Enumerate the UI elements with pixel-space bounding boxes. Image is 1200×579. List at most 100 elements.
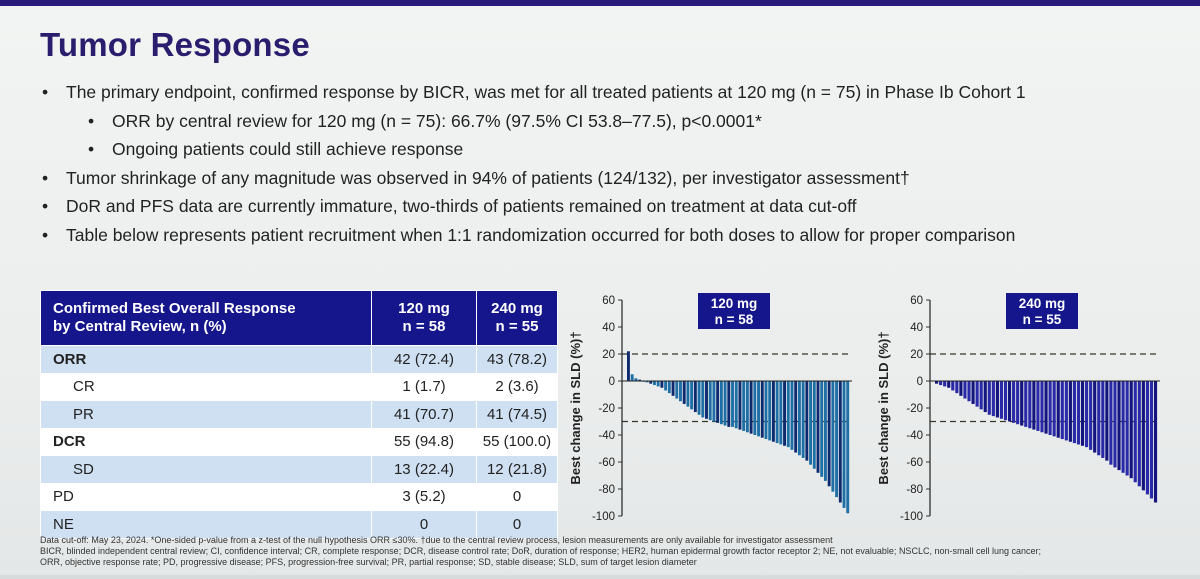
bar [705, 381, 708, 419]
footnote-line: BICR, blinded independent central review… [40, 546, 1041, 556]
header-label-line: by Central Review, n (%) [53, 318, 227, 335]
bar [1113, 381, 1117, 468]
bar [1109, 381, 1113, 465]
header-label-line: Confirmed Best Overall Response [53, 300, 296, 317]
y-tick-label: 20 [602, 349, 615, 361]
y-tick-label: -20 [906, 403, 923, 415]
header-n: n = 55 [495, 318, 539, 335]
cell-240mg: 2 (3.6) [476, 372, 558, 401]
bar [708, 381, 712, 421]
bar [835, 381, 839, 498]
bar [939, 381, 943, 386]
cell-240mg: 0 [476, 510, 558, 539]
bar [693, 381, 697, 413]
cell-120mg: 41 (70.7) [371, 400, 477, 429]
bar [999, 381, 1004, 419]
bar [991, 381, 995, 417]
bar [1093, 381, 1097, 453]
y-tick-label: 0 [917, 376, 923, 388]
cell-240mg: 43 (78.2) [476, 345, 558, 374]
row-label: DCR [40, 427, 372, 456]
bar [701, 381, 705, 418]
bar [1089, 381, 1093, 450]
y-tick-label: -100 [900, 511, 923, 523]
bar [760, 381, 764, 438]
bar [638, 379, 642, 381]
bar [1153, 381, 1158, 503]
sub-bullet-item: ORR by central review for 120 mg (n = 75… [40, 107, 1190, 136]
waterfall-chart-120mg: Best change in SLD (%)† 60 40 20 0 -20 -40 -60 -… [568, 293, 852, 523]
bar [943, 381, 947, 387]
bar [783, 381, 786, 446]
bar [653, 381, 656, 386]
bar [1060, 381, 1064, 440]
bar [1101, 381, 1105, 458]
bar [1105, 381, 1109, 461]
row-label: ORR [40, 345, 372, 374]
bar [1072, 381, 1077, 444]
bullet-list: The primary endpoint, confirmed response… [40, 78, 1190, 249]
bar [1040, 381, 1044, 433]
table-row: SD 13 (22.4) 12 (21.8) [40, 455, 558, 484]
table-row: PD 3 (5.2) 0 [40, 482, 558, 511]
bar [745, 381, 749, 433]
bar [634, 378, 638, 381]
bar [753, 381, 757, 435]
slide: Tumor Response The primary endpoint, con… [0, 6, 1200, 579]
bar [1133, 381, 1137, 483]
bar [831, 381, 835, 492]
bar [723, 381, 727, 426]
bar [790, 381, 794, 450]
bar [1024, 381, 1028, 427]
cell-120mg: 1 (1.7) [371, 372, 477, 401]
chart-title: 120 mg [711, 296, 758, 311]
header-n: n = 58 [402, 318, 446, 335]
bar [630, 374, 634, 381]
bar [1044, 381, 1048, 434]
y-tick-label: -100 [592, 511, 615, 523]
bar [805, 381, 809, 461]
bar [671, 381, 675, 396]
bar [955, 381, 959, 394]
bar [1036, 381, 1040, 431]
chart-title-box [698, 293, 770, 329]
bar [786, 381, 790, 448]
bar [749, 381, 753, 434]
cell-240mg: 12 (21.8) [476, 455, 558, 484]
bar [959, 381, 963, 396]
row-label: CR [40, 372, 372, 401]
bar [1121, 381, 1125, 473]
bar [660, 381, 664, 388]
cell-120mg: 0 [371, 510, 477, 539]
chart-title: 240 mg [1019, 296, 1066, 311]
chart-subtitle: n = 55 [1023, 312, 1062, 327]
bar [1048, 381, 1052, 435]
cell-240mg: 0 [476, 482, 558, 511]
cell-240mg: 55 (100.0) [476, 427, 558, 456]
bar [820, 381, 824, 477]
slide-title: Tumor Response [40, 26, 310, 63]
response-table: Confirmed Best Overall Response by Centr… [40, 290, 558, 539]
bar [719, 381, 723, 425]
table-header-row: Confirmed Best Overall Response by Centr… [40, 290, 558, 346]
y-tick-label: -60 [598, 457, 615, 469]
bar [1056, 381, 1060, 438]
bar [1052, 381, 1056, 437]
bar [1141, 381, 1145, 491]
bar [951, 381, 955, 391]
bar [1016, 381, 1020, 425]
footnote-line: Data cut-off: May 23, 2024. *One-sided p… [40, 535, 833, 545]
header-dose: 240 mg [491, 300, 543, 317]
bar [712, 381, 716, 422]
y-axis-label: Best change in SLD (%)† [876, 331, 891, 484]
bar [1080, 381, 1085, 446]
bar [823, 381, 827, 481]
bar [1117, 381, 1121, 471]
bar [935, 381, 939, 384]
bar [1020, 381, 1024, 426]
bar [731, 381, 734, 427]
bar [627, 351, 630, 381]
bar [675, 381, 679, 399]
table-row: NE 0 0 [40, 510, 558, 539]
bar [757, 381, 760, 437]
